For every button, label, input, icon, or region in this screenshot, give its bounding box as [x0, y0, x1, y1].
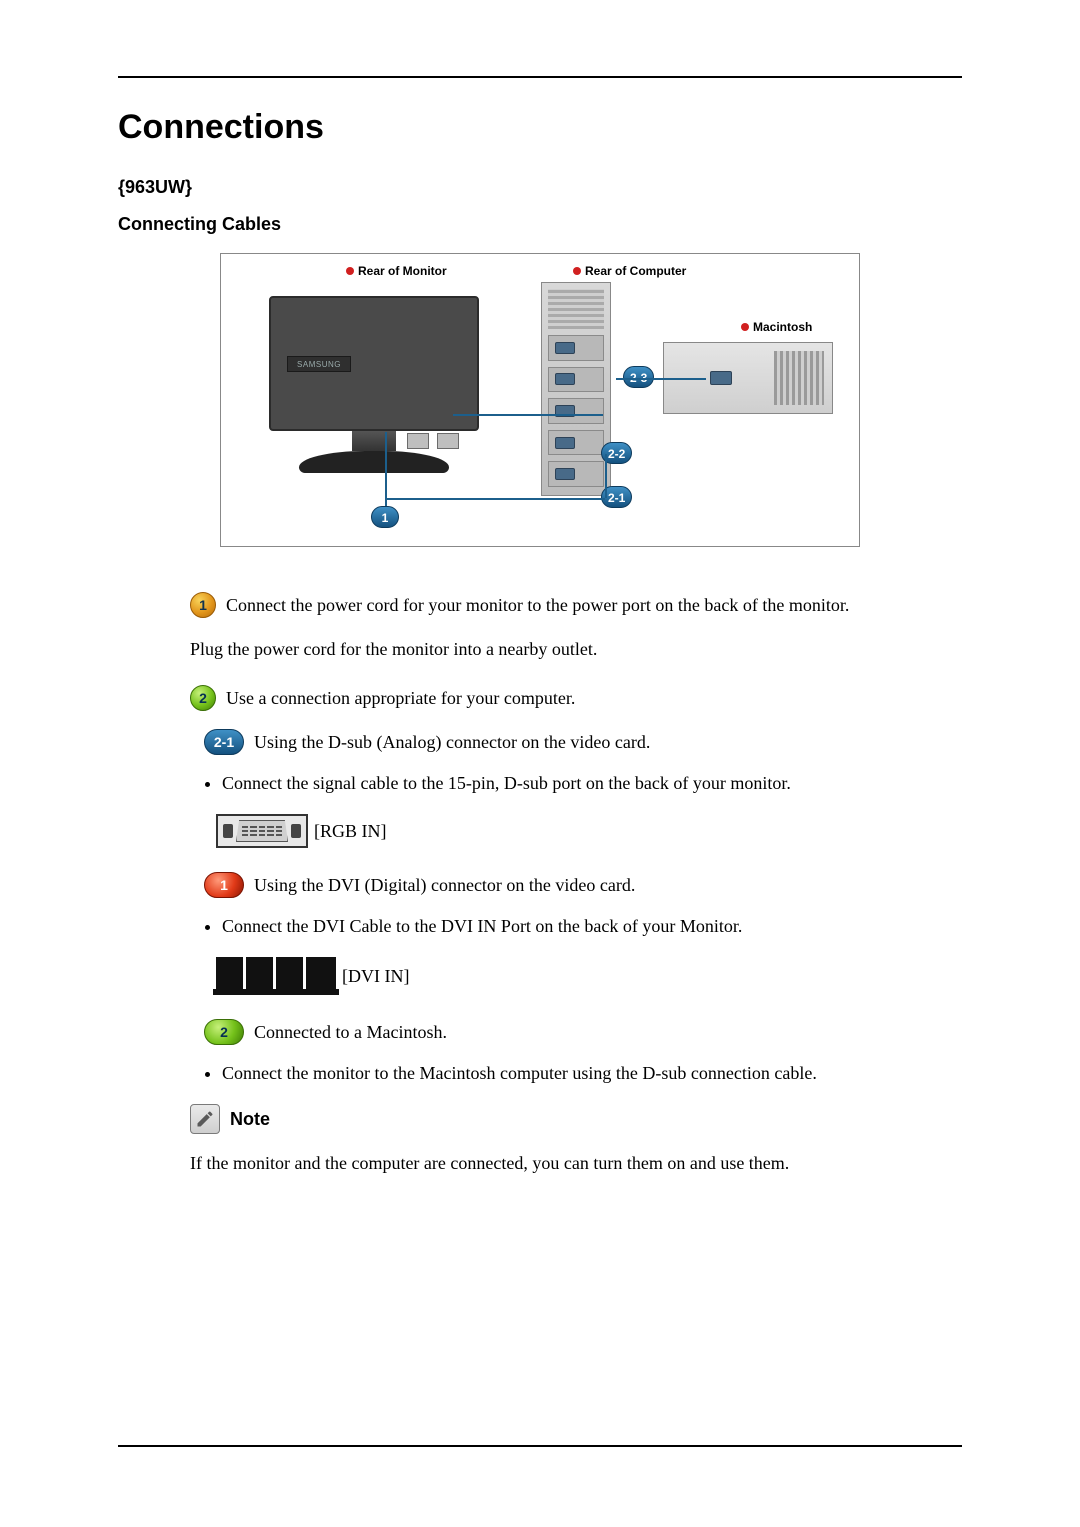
rgb-connector-row: [RGB IN] [216, 814, 930, 848]
step-2-3-icon: 2 [204, 1019, 244, 1045]
step-1-subtext: Plug the power cord for the monitor into… [190, 636, 930, 663]
note-text: If the monitor and the computer are conn… [190, 1150, 930, 1177]
tower-jack [555, 342, 575, 354]
step-2-2-icon: 1 [204, 872, 244, 898]
computer-tower [541, 282, 611, 496]
step-2-2-bullets: Connect the DVI Cable to the DVI IN Port… [212, 916, 930, 937]
red-dot-icon [346, 267, 354, 275]
step-2-row: 2 Use a connection appropriate for your … [190, 685, 930, 711]
step-2-2-text: Using the DVI (Digital) connector on the… [254, 875, 635, 896]
diagram-wrapper: Rear of Monitor Rear of Computer Macinto… [118, 253, 962, 552]
dvi-connector-row: [DVI IN] [216, 957, 930, 995]
content-column: 1 Connect the power cord for your monito… [190, 592, 930, 1177]
wire [605, 454, 607, 498]
step-2-icon: 2 [190, 685, 216, 711]
bottom-rule [118, 1445, 962, 1447]
diagram-label-text: Rear of Computer [585, 264, 686, 278]
step-1-icon: 1 [190, 592, 216, 618]
step-2-text: Use a connection appropriate for your co… [226, 688, 575, 709]
page: Connections {963UW} Connecting Cables Re… [0, 0, 1080, 1527]
step-2-2-row: 1 Using the DVI (Digital) connector on t… [204, 872, 930, 898]
step-2-3-bullets: Connect the monitor to the Macintosh com… [212, 1063, 930, 1084]
tower-jack [555, 468, 575, 480]
diagram-label-rear-monitor: Rear of Monitor [346, 264, 447, 278]
callout-1: 1 [371, 506, 399, 528]
step-1-row: 1 Connect the power cord for your monito… [190, 592, 930, 618]
tower-slot [548, 461, 604, 487]
tower-slot [548, 335, 604, 361]
wire [453, 414, 603, 416]
step-2-1-icon: 2-1 [204, 729, 244, 755]
wire [385, 432, 387, 506]
connections-diagram: Rear of Monitor Rear of Computer Macinto… [220, 253, 860, 547]
bullet-item: Connect the monitor to the Macintosh com… [222, 1063, 930, 1084]
tower-slots [548, 335, 604, 487]
diagram-label-macintosh: Macintosh [741, 320, 812, 334]
monitor-port [437, 433, 459, 449]
step-2-3-text: Connected to a Macintosh. [254, 1022, 447, 1043]
diagram-label-text: Rear of Monitor [358, 264, 447, 278]
tower-slot [548, 367, 604, 393]
vga-connector-icon [216, 814, 308, 848]
note-icon [190, 1104, 220, 1134]
diagram-label-rear-computer: Rear of Computer [573, 264, 686, 278]
callout-2-3: 2-3 [623, 366, 654, 388]
monitor-ports [407, 433, 459, 449]
section-subhead: Connecting Cables [118, 214, 962, 235]
step-2-1-bullets: Connect the signal cable to the 15-pin, … [212, 773, 930, 794]
dvi-in-label: [DVI IN] [342, 966, 409, 987]
monitor-stand-base [299, 451, 449, 473]
step-1-text: Connect the power cord for your monitor … [226, 595, 849, 616]
page-title: Connections [118, 108, 962, 147]
wire [385, 498, 605, 500]
monitor-screen: SAMSUNG [269, 296, 479, 431]
bullet-item: Connect the DVI Cable to the DVI IN Port… [222, 916, 930, 937]
monitor-port [407, 433, 429, 449]
diagram-label-text: Macintosh [753, 320, 812, 334]
monitor-illustration: SAMSUNG [269, 296, 479, 486]
step-2-1-text: Using the D-sub (Analog) connector on th… [254, 732, 650, 753]
dvi-connector-icon [216, 957, 336, 995]
top-rule [118, 76, 962, 78]
tower-jack [555, 437, 575, 449]
model-label: {963UW} [118, 177, 962, 198]
step-2-3-row: 2 Connected to a Macintosh. [204, 1019, 930, 1045]
rgb-in-label: [RGB IN] [314, 821, 387, 842]
red-dot-icon [573, 267, 581, 275]
monitor-stand-neck [352, 431, 396, 451]
monitor-brand-label: SAMSUNG [287, 356, 351, 372]
mac-jack [710, 371, 732, 385]
pencil-icon [195, 1109, 215, 1129]
red-dot-icon [741, 323, 749, 331]
note-row: Note [190, 1104, 930, 1134]
note-label: Note [230, 1109, 270, 1130]
bullet-item: Connect the signal cable to the 15-pin, … [222, 773, 930, 794]
step-2-1-row: 2-1 Using the D-sub (Analog) connector o… [204, 729, 930, 755]
tower-jack [555, 373, 575, 385]
tower-slot [548, 398, 604, 424]
tower-slot [548, 430, 604, 456]
wire [616, 378, 706, 380]
